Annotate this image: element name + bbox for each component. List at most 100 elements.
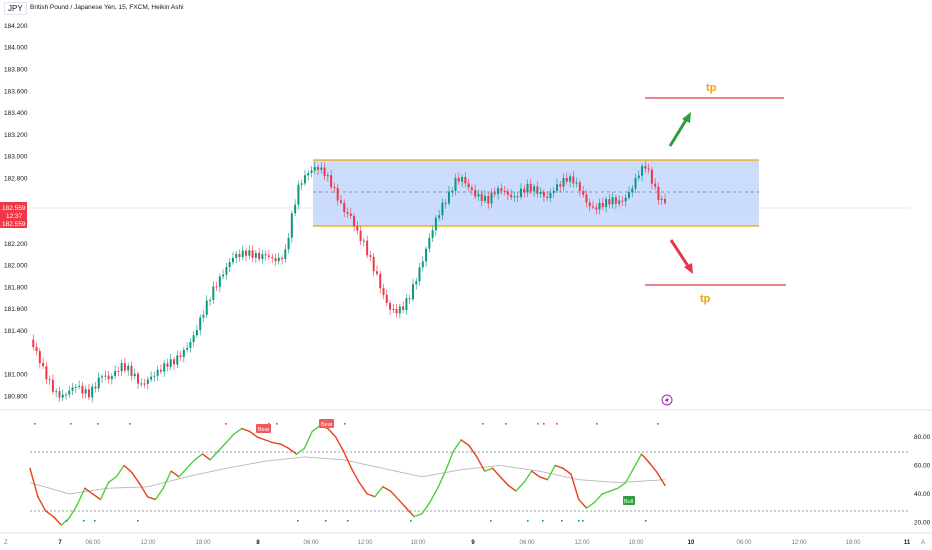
- candle-body: [434, 217, 437, 231]
- oscillator-group: [29, 423, 666, 526]
- osc-line-segment: [460, 439, 470, 447]
- price-axis[interactable]: 184.200 184.000 183.800 183.600 183.400 183.2…: [4, 23, 28, 400]
- candle-body: [444, 202, 447, 204]
- time-tick-label: 18:00: [195, 540, 211, 546]
- price-tick-label: 183.200: [4, 132, 28, 139]
- osc-line-segment: [601, 490, 611, 495]
- candle-body: [326, 175, 329, 177]
- auto-scale-toggle[interactable]: A: [921, 540, 925, 546]
- price-tick-label: 181.000: [4, 371, 28, 378]
- price-tick-label: 184.200: [4, 23, 28, 30]
- lightning-icon[interactable]: [661, 394, 673, 406]
- candle-body: [274, 258, 277, 262]
- candle-body: [166, 363, 169, 367]
- candle-body: [641, 166, 644, 176]
- osc-line-segment: [632, 453, 643, 470]
- candle-body: [490, 192, 493, 204]
- candle-body: [140, 383, 143, 385]
- candle-body: [287, 237, 290, 250]
- osc-signal-dot: [83, 520, 85, 522]
- arrow-down-icon[interactable]: [669, 239, 693, 274]
- osc-line-segment: [327, 427, 337, 438]
- tp-bottom-label: tp: [700, 293, 711, 305]
- range-box[interactable]: [313, 160, 759, 226]
- candle-body: [294, 204, 297, 214]
- time-tick-label: 12:00: [791, 540, 807, 546]
- osc-line-segment: [366, 493, 376, 498]
- candle-body: [418, 267, 421, 282]
- osc-line-segment: [476, 456, 486, 472]
- time-tick-label: 12:00: [140, 540, 156, 546]
- candle-body: [238, 253, 241, 258]
- ticker-badge[interactable]: JPY: [4, 2, 27, 15]
- candle-body: [631, 188, 634, 193]
- osc-line-segment: [170, 470, 180, 478]
- candle-body: [84, 389, 87, 394]
- candle-body: [271, 256, 274, 259]
- candle-body: [523, 188, 526, 193]
- candle-body: [575, 182, 578, 184]
- oscillator-axis[interactable]: 80.00 60.00 40.00 20.00: [914, 434, 931, 526]
- osc-signal-dot: [225, 423, 227, 425]
- osc-line-segment: [154, 487, 164, 501]
- candle-body: [379, 273, 382, 289]
- osc-line-segment: [483, 467, 494, 472]
- osc-signal-dot: [537, 423, 539, 425]
- osc-line-segment: [29, 467, 39, 498]
- candle-body: [372, 256, 375, 272]
- osc-line-segment: [350, 467, 360, 484]
- candle-body: [153, 375, 156, 377]
- candle-body: [569, 176, 572, 182]
- osc-line-segment: [648, 461, 658, 474]
- candle-body: [195, 330, 198, 336]
- osc-line-segment: [311, 424, 321, 433]
- osc-line-segment: [99, 481, 110, 501]
- candle-body: [182, 349, 185, 357]
- osc-line-segment: [468, 444, 478, 458]
- osc-signal-dot: [347, 520, 349, 522]
- candle-body: [189, 342, 192, 348]
- candle-body: [173, 359, 176, 365]
- candle-body: [333, 187, 336, 189]
- candle-body: [598, 202, 601, 210]
- bull-label-1: Bull: [623, 496, 635, 505]
- candle-body: [71, 387, 74, 391]
- candle-body: [431, 230, 434, 238]
- candle-body: [389, 302, 392, 310]
- timezone-toggle[interactable]: Z: [4, 540, 8, 546]
- candle-body: [120, 363, 123, 372]
- osc-line-segment: [578, 498, 588, 509]
- price-tick-label: 183.600: [4, 88, 28, 95]
- osc-line-segment: [264, 439, 274, 444]
- arrow-up-icon[interactable]: [668, 112, 691, 147]
- candle-body: [104, 375, 107, 377]
- osc-signal-dot: [297, 520, 299, 522]
- candle-body: [58, 391, 61, 398]
- osc-line-segment: [342, 450, 353, 470]
- svg-text:182.559: 182.559: [2, 221, 26, 228]
- candle-body: [461, 176, 464, 182]
- candle-body: [474, 189, 477, 197]
- candle-body: [402, 306, 405, 310]
- candle-body: [618, 200, 621, 204]
- price-tick-label: 183.800: [4, 66, 28, 73]
- osc-signal-dot: [268, 423, 270, 425]
- time-axis[interactable]: 7 06:00 12:00 18:00 8 06:00 12:00 18:00 9 06:00 12…: [58, 540, 911, 546]
- candle-body: [627, 192, 630, 198]
- osc-line-segment: [585, 501, 596, 509]
- osc-line-segment: [554, 464, 564, 470]
- candle-body: [438, 215, 441, 218]
- osc-line-segment: [625, 467, 635, 484]
- candle-body: [199, 317, 202, 331]
- osc-signal-dot: [543, 423, 545, 425]
- osc-tick-label: 80.00: [914, 434, 931, 441]
- candle-body: [235, 253, 238, 258]
- candle-body: [156, 369, 159, 376]
- candle-body: [277, 257, 280, 262]
- candle-body: [310, 170, 313, 174]
- candle-body: [526, 183, 529, 193]
- candle-body: [591, 206, 594, 208]
- price-tick-label: 184.000: [4, 45, 28, 52]
